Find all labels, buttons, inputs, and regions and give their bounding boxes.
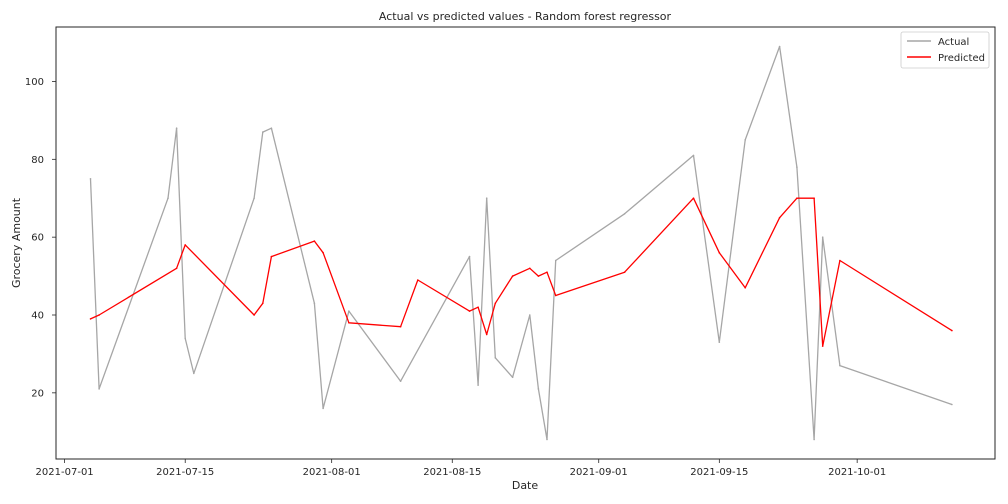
data-point-actual-8: [270, 127, 273, 129]
data-point-actual-30: [839, 364, 841, 367]
y-tick-label-4: 100: [25, 77, 44, 88]
legend: Actual Predicted: [900, 31, 990, 69]
data-point-predicted-9: [348, 322, 350, 324]
data-point-predicted-15: [494, 302, 497, 305]
data-point-actual-21: [554, 259, 557, 262]
data-point-actual-13: [468, 255, 471, 258]
x-tick-label-4: 2021-09-01: [570, 467, 628, 478]
y-tick-label-1: 40: [31, 311, 44, 322]
data-point-predicted-11: [417, 279, 419, 281]
data-point-actual-5: [193, 372, 195, 375]
data-point-actual-16: [494, 357, 497, 359]
data-point-actual-26: [778, 45, 781, 48]
data-point-actual-3: [175, 127, 178, 129]
data-point-predicted-20: [554, 294, 557, 297]
data-point-actual-4: [184, 337, 186, 340]
data-point-predicted-8: [322, 251, 324, 254]
data-point-actual-11: [348, 310, 350, 312]
data-point-predicted-13: [477, 306, 479, 309]
x-tick-label-5: 2021-09-15: [690, 467, 748, 478]
data-point-actual-20: [546, 438, 548, 441]
data-point-actual-19: [537, 388, 540, 390]
data-point-actual-28: [813, 438, 815, 441]
data-point-predicted-4: [253, 314, 255, 316]
y-tick-label-2: 60: [31, 233, 44, 244]
chart-title: Actual vs predicted values - Random fore…: [379, 10, 672, 23]
data-point-actual-10: [322, 407, 324, 410]
x-tick-label-1: 2021-07-15: [156, 467, 214, 478]
x-tick-label-2: 2021-08-01: [303, 467, 361, 478]
data-point-actual-7: [262, 131, 264, 133]
data-point-predicted-23: [718, 251, 721, 254]
x-tick-label-3: 2021-08-15: [423, 467, 481, 478]
data-point-predicted-14: [485, 333, 488, 336]
data-point-actual-24: [718, 341, 721, 344]
data-point-predicted-0: [89, 318, 92, 320]
y-tick-label-0: 20: [31, 388, 44, 399]
data-point-actual-12: [399, 380, 402, 383]
data-point-actual-17: [511, 376, 514, 379]
data-point-actual-27: [796, 166, 798, 168]
plot-frame: [55, 26, 996, 460]
data-point-predicted-7: [313, 240, 316, 242]
data-point-predicted-18: [537, 275, 540, 277]
data-point-predicted-24: [744, 287, 746, 289]
data-point-actual-29: [821, 236, 824, 238]
y-tick-label-3: 80: [31, 155, 44, 166]
y-axis-label: Grocery Amount: [10, 197, 23, 288]
data-point-predicted-27: [813, 197, 815, 199]
data-point-predicted-21: [623, 271, 626, 274]
series-layer: [89, 45, 953, 441]
data-point-predicted-28: [821, 345, 824, 347]
data-point-predicted-10: [399, 325, 402, 328]
data-point-actual-18: [529, 314, 531, 316]
data-point-actual-31: [951, 403, 953, 406]
data-point-predicted-19: [546, 271, 548, 274]
x-axis-label: Date: [512, 479, 539, 492]
data-point-actual-9: [313, 302, 316, 305]
data-point-actual-25: [744, 139, 746, 141]
legend-label-actual: Actual: [938, 37, 969, 48]
data-point-actual-23: [692, 154, 695, 157]
data-point-predicted-2: [175, 267, 178, 270]
plot-background: [56, 27, 995, 459]
data-point-actual-0: [89, 178, 92, 180]
data-point-actual-22: [623, 213, 626, 215]
x-axis-ticks: 2021-07-01 2021-07-15 2021-08-01 2021-08-15…: [36, 459, 886, 478]
legend-label-predicted: Predicted: [938, 53, 985, 64]
data-point-actual-15: [485, 197, 488, 199]
data-point-predicted-1: [98, 314, 100, 316]
data-point-predicted-25: [778, 216, 781, 219]
data-point-actual-1: [98, 388, 100, 390]
series-line-actual: [89, 45, 953, 441]
data-point-predicted-22: [692, 197, 695, 199]
y-axis-ticks: 20 40 60 80 100: [25, 77, 56, 399]
data-point-predicted-17: [529, 267, 531, 270]
data-point-actual-2: [167, 197, 169, 199]
data-point-predicted-30: [951, 329, 953, 332]
data-point-predicted-3: [184, 244, 186, 246]
data-point-predicted-5: [262, 302, 264, 305]
x-tick-label-6: 2021-10-01: [828, 467, 886, 478]
x-tick-label-0: 2021-07-01: [36, 467, 94, 478]
data-point-predicted-12: [468, 310, 471, 312]
data-point-actual-14: [477, 384, 479, 386]
data-point-predicted-26: [796, 197, 798, 199]
data-point-predicted-16: [511, 275, 514, 277]
data-point-actual-6: [253, 197, 255, 199]
data-point-predicted-29: [839, 259, 841, 262]
data-point-predicted-6: [270, 255, 273, 258]
